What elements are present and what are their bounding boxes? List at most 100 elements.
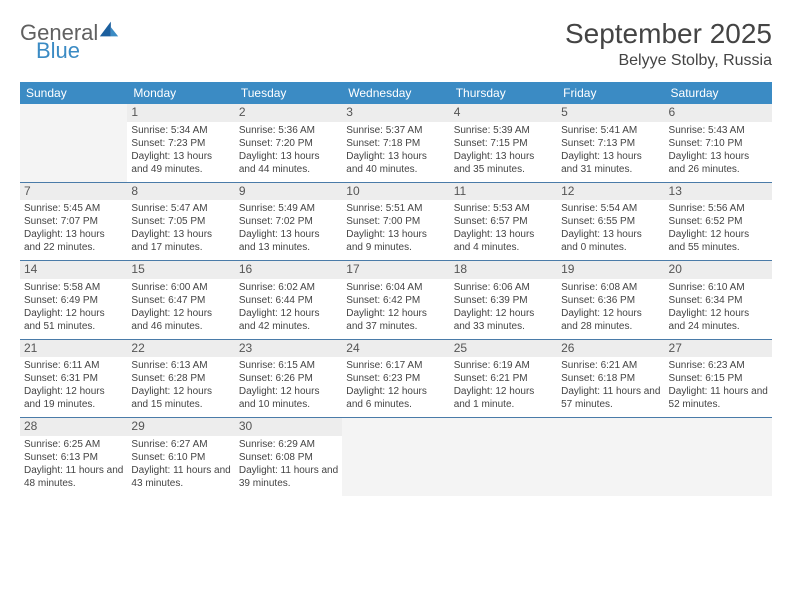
day-info: Sunrise: 6:15 AMSunset: 6:26 PMDaylight:…: [239, 359, 338, 411]
calendar-cell: 28Sunrise: 6:25 AMSunset: 6:13 PMDayligh…: [20, 418, 127, 496]
calendar-cell: 14 Sunrise: 5:58 AMSunset: 6:49 PMDayligh…: [20, 261, 127, 340]
logo-triangle-icon: [98, 18, 120, 40]
day-info: Sunrise: 5:36 AMSunset: 7:20 PMDaylight:…: [239, 124, 338, 176]
day-number: 4: [450, 104, 557, 122]
weekday-header: Friday: [557, 82, 664, 104]
day-info: Sunrise: 5:47 AMSunset: 7:05 PMDaylight:…: [131, 202, 230, 254]
logo: General Blue: [20, 18, 120, 62]
day-number: 29: [127, 418, 234, 436]
day-info: Sunrise: 5:58 AMSunset: 6:49 PMDaylight:…: [24, 281, 123, 333]
day-info: Sunrise: 6:25 AMSunset: 6:13 PMDaylight:…: [24, 438, 123, 490]
day-number: 18: [450, 261, 557, 279]
day-number: 27: [665, 340, 772, 358]
location: Belyye Stolby, Russia: [565, 52, 772, 70]
day-info: Sunrise: 6:19 AMSunset: 6:21 PMDaylight:…: [454, 359, 553, 411]
calendar-cell: [20, 104, 127, 182]
day-info: Sunrise: 5:51 AMSunset: 7:00 PMDaylight:…: [346, 202, 445, 254]
day-info: Sunrise: 5:49 AMSunset: 7:02 PMDaylight:…: [239, 202, 338, 254]
calendar-cell: 6 Sunrise: 5:43 AMSunset: 7:10 PMDaylight…: [665, 104, 772, 182]
calendar-cell: 23Sunrise: 6:15 AMSunset: 6:26 PMDayligh…: [235, 339, 342, 418]
day-number: 6: [665, 104, 772, 122]
weekday-header: Thursday: [450, 82, 557, 104]
day-info: Sunrise: 6:21 AMSunset: 6:18 PMDaylight:…: [561, 359, 660, 411]
logo-text-blue: Blue: [36, 40, 120, 62]
calendar-cell: 12Sunrise: 5:54 AMSunset: 6:55 PMDayligh…: [557, 182, 664, 261]
calendar-cell: 16 Sunrise: 6:02 AMSunset: 6:44 PMDayligh…: [235, 261, 342, 340]
calendar-cell: 15 Sunrise: 6:00 AMSunset: 6:47 PMDayligh…: [127, 261, 234, 340]
day-info: Sunrise: 5:34 AMSunset: 7:23 PMDaylight:…: [131, 124, 230, 176]
day-number: 22: [127, 340, 234, 358]
calendar-cell: [557, 418, 664, 496]
day-info: Sunrise: 5:56 AMSunset: 6:52 PMDaylight:…: [669, 202, 768, 254]
weekday-header: Wednesday: [342, 82, 449, 104]
day-info: Sunrise: 6:10 AMSunset: 6:34 PMDaylight:…: [669, 281, 768, 333]
calendar-cell: 8Sunrise: 5:47 AMSunset: 7:05 PMDaylight…: [127, 182, 234, 261]
calendar-cell: 30 Sunrise: 6:29 AMSunset: 6:08 PMDayligh…: [235, 418, 342, 496]
day-number: 9: [235, 183, 342, 201]
day-number: 26: [557, 340, 664, 358]
day-number: 12: [557, 183, 664, 201]
day-number: 23: [235, 340, 342, 358]
calendar-cell: [342, 418, 449, 496]
calendar-cell: 5 Sunrise: 5:41 AMSunset: 7:13 PMDaylight…: [557, 104, 664, 182]
day-info: Sunrise: 6:13 AMSunset: 6:28 PMDaylight:…: [131, 359, 230, 411]
calendar-cell: 22Sunrise: 6:13 AMSunset: 6:28 PMDayligh…: [127, 339, 234, 418]
day-number: 8: [127, 183, 234, 201]
day-number: 16: [235, 261, 342, 279]
day-info: Sunrise: 6:02 AMSunset: 6:44 PMDaylight:…: [239, 281, 338, 333]
calendar-cell: [665, 418, 772, 496]
calendar-cell: 9Sunrise: 5:49 AMSunset: 7:02 PMDaylight…: [235, 182, 342, 261]
day-number: 14: [20, 261, 127, 279]
day-number: 3: [342, 104, 449, 122]
day-number: 11: [450, 183, 557, 201]
day-number: 10: [342, 183, 449, 201]
weekday-header: Sunday: [20, 82, 127, 104]
day-info: Sunrise: 5:54 AMSunset: 6:55 PMDaylight:…: [561, 202, 660, 254]
day-info: Sunrise: 5:43 AMSunset: 7:10 PMDaylight:…: [669, 124, 768, 176]
day-number: 15: [127, 261, 234, 279]
day-info: Sunrise: 6:11 AMSunset: 6:31 PMDaylight:…: [24, 359, 123, 411]
day-info: Sunrise: 6:00 AMSunset: 6:47 PMDaylight:…: [131, 281, 230, 333]
calendar-cell: 13Sunrise: 5:56 AMSunset: 6:52 PMDayligh…: [665, 182, 772, 261]
calendar-cell: 29 Sunrise: 6:27 AMSunset: 6:10 PMDayligh…: [127, 418, 234, 496]
day-number: 24: [342, 340, 449, 358]
weekday-header: Monday: [127, 82, 234, 104]
day-info: Sunrise: 6:08 AMSunset: 6:36 PMDaylight:…: [561, 281, 660, 333]
header: General Blue September 2025 Belyye Stolb…: [20, 18, 772, 70]
calendar-cell: 20Sunrise: 6:10 AMSunset: 6:34 PMDayligh…: [665, 261, 772, 340]
calendar-cell: 25Sunrise: 6:19 AMSunset: 6:21 PMDayligh…: [450, 339, 557, 418]
day-info: Sunrise: 5:41 AMSunset: 7:13 PMDaylight:…: [561, 124, 660, 176]
calendar-cell: 27Sunrise: 6:23 AMSunset: 6:15 PMDayligh…: [665, 339, 772, 418]
calendar-cell: 17Sunrise: 6:04 AMSunset: 6:42 PMDayligh…: [342, 261, 449, 340]
weekday-header: Tuesday: [235, 82, 342, 104]
calendar-cell: 10Sunrise: 5:51 AMSunset: 7:00 PMDayligh…: [342, 182, 449, 261]
day-info: Sunrise: 5:37 AMSunset: 7:18 PMDaylight:…: [346, 124, 445, 176]
calendar-cell: 21Sunrise: 6:11 AMSunset: 6:31 PMDayligh…: [20, 339, 127, 418]
day-number: 17: [342, 261, 449, 279]
calendar-cell: [450, 418, 557, 496]
day-number: 5: [557, 104, 664, 122]
day-number: 30: [235, 418, 342, 436]
calendar-cell: 3 Sunrise: 5:37 AMSunset: 7:18 PMDaylight…: [342, 104, 449, 182]
calendar-cell: 11Sunrise: 5:53 AMSunset: 6:57 PMDayligh…: [450, 182, 557, 261]
calendar-cell: 26Sunrise: 6:21 AMSunset: 6:18 PMDayligh…: [557, 339, 664, 418]
calendar-cell: 1 Sunrise: 5:34 AMSunset: 7:23 PMDaylight…: [127, 104, 234, 182]
day-info: Sunrise: 5:39 AMSunset: 7:15 PMDaylight:…: [454, 124, 553, 176]
month-title: September 2025: [565, 18, 772, 50]
day-number: 13: [665, 183, 772, 201]
day-info: Sunrise: 6:06 AMSunset: 6:39 PMDaylight:…: [454, 281, 553, 333]
day-number: 2: [235, 104, 342, 122]
calendar-header-row: SundayMondayTuesdayWednesdayThursdayFrid…: [20, 82, 772, 104]
calendar-cell: 4 Sunrise: 5:39 AMSunset: 7:15 PMDaylight…: [450, 104, 557, 182]
calendar-cell: 2 Sunrise: 5:36 AMSunset: 7:20 PMDaylight…: [235, 104, 342, 182]
day-number: 1: [127, 104, 234, 122]
day-info: Sunrise: 6:29 AMSunset: 6:08 PMDaylight:…: [239, 438, 338, 490]
day-info: Sunrise: 6:17 AMSunset: 6:23 PMDaylight:…: [346, 359, 445, 411]
day-number: 7: [20, 183, 127, 201]
day-info: Sunrise: 6:27 AMSunset: 6:10 PMDaylight:…: [131, 438, 230, 490]
title-block: September 2025 Belyye Stolby, Russia: [565, 18, 772, 70]
day-number: 19: [557, 261, 664, 279]
weekday-header: Saturday: [665, 82, 772, 104]
day-info: Sunrise: 5:45 AMSunset: 7:07 PMDaylight:…: [24, 202, 123, 254]
calendar-table: SundayMondayTuesdayWednesdayThursdayFrid…: [20, 82, 772, 496]
